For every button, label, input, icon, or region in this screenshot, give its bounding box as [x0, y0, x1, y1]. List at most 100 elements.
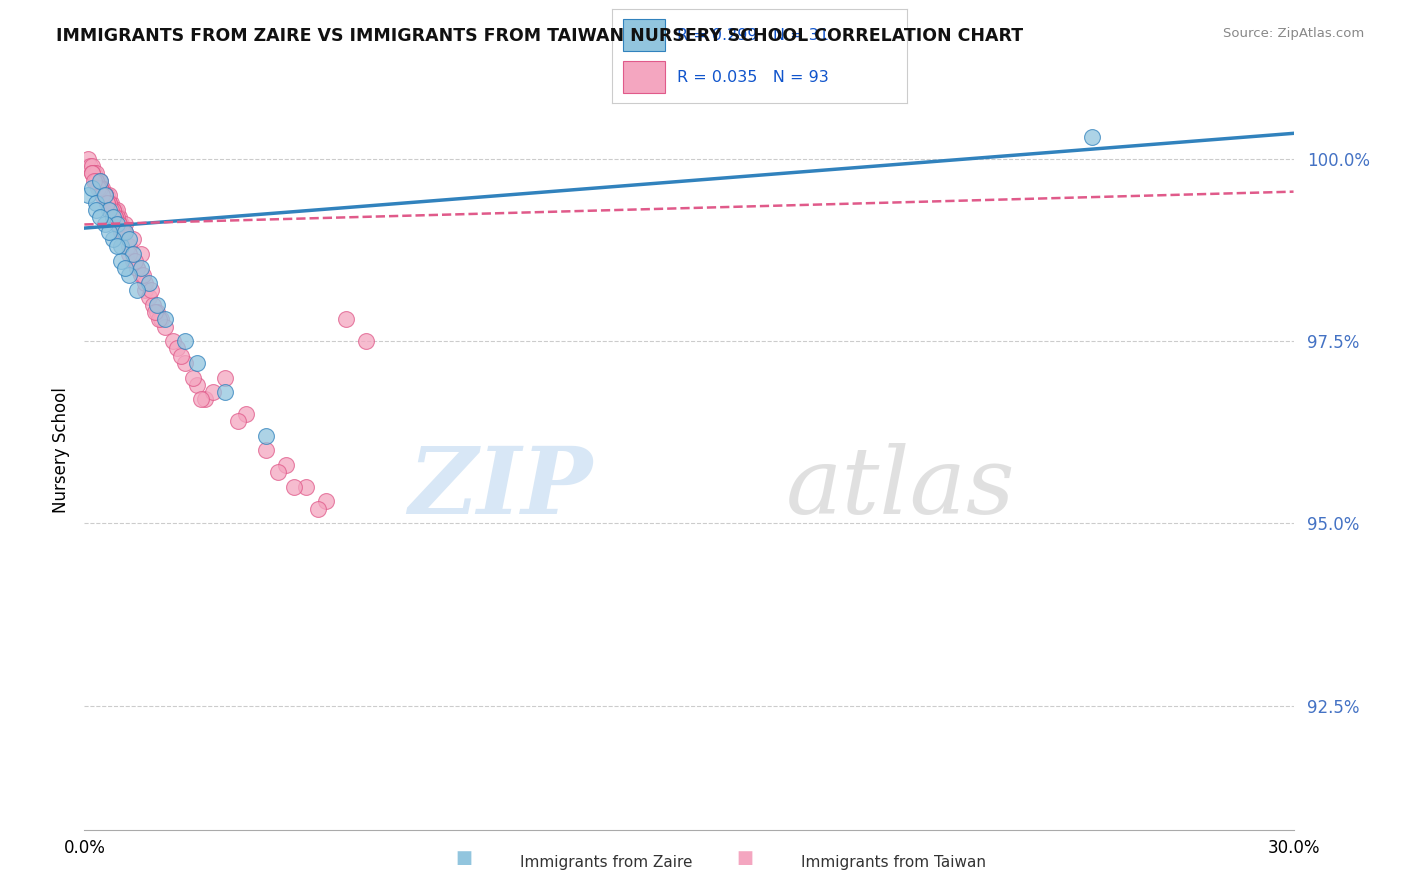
Text: Immigrants from Taiwan: Immigrants from Taiwan — [801, 855, 987, 870]
Point — [101, 210, 124, 224]
Point — [107, 218, 129, 232]
Point — [186, 356, 208, 370]
Point — [194, 392, 217, 407]
Point — [124, 254, 146, 268]
Text: ZIP: ZIP — [408, 443, 592, 533]
Point — [96, 195, 118, 210]
Point — [77, 188, 100, 202]
Point — [101, 202, 124, 217]
Point — [125, 261, 148, 276]
Point — [111, 225, 134, 239]
Point — [121, 232, 143, 246]
Point — [143, 305, 166, 319]
Point — [100, 195, 122, 210]
Point — [235, 407, 257, 421]
Point — [93, 218, 115, 232]
Point — [104, 202, 127, 217]
Point — [118, 232, 141, 246]
Point — [86, 174, 108, 188]
Point — [101, 202, 124, 217]
Point — [100, 202, 122, 217]
Point — [93, 188, 115, 202]
Point — [226, 414, 249, 428]
Point — [89, 181, 111, 195]
Point — [214, 370, 236, 384]
Point — [101, 232, 124, 246]
Point — [111, 225, 134, 239]
Text: atlas: atlas — [786, 443, 1015, 533]
Point — [77, 152, 100, 166]
FancyBboxPatch shape — [623, 62, 665, 94]
Point — [139, 283, 162, 297]
Point — [129, 261, 152, 276]
Point — [166, 342, 188, 356]
Point — [97, 188, 120, 202]
Point — [214, 385, 236, 400]
Text: Source: ZipAtlas.com: Source: ZipAtlas.com — [1223, 27, 1364, 40]
Point — [97, 195, 120, 210]
Point — [138, 276, 160, 290]
Point — [129, 246, 152, 260]
FancyBboxPatch shape — [623, 20, 665, 51]
Y-axis label: Nursery School: Nursery School — [52, 387, 70, 514]
Point — [134, 276, 156, 290]
Point — [97, 195, 120, 210]
Point — [83, 174, 105, 188]
Point — [114, 225, 136, 239]
Point — [110, 239, 132, 253]
Point — [89, 174, 111, 188]
Point — [307, 501, 329, 516]
Point — [89, 181, 111, 195]
Point — [105, 218, 128, 232]
Point — [356, 334, 378, 348]
Point — [79, 159, 101, 173]
Point — [87, 174, 110, 188]
Text: ■: ■ — [456, 849, 472, 867]
Point — [96, 188, 118, 202]
Point — [97, 202, 120, 217]
Point — [121, 254, 143, 268]
Point — [86, 166, 108, 180]
Point — [149, 312, 172, 326]
Point — [110, 225, 132, 239]
Point — [202, 385, 225, 400]
Point — [105, 210, 128, 224]
Text: Immigrants from Zaire: Immigrants from Zaire — [520, 855, 693, 870]
Text: R = 0.035   N = 93: R = 0.035 N = 93 — [676, 70, 828, 85]
Point — [105, 210, 128, 224]
Point — [101, 210, 124, 224]
Point — [174, 334, 197, 348]
Point — [93, 188, 115, 202]
Point — [86, 174, 108, 188]
Point — [335, 312, 357, 326]
Point — [82, 166, 104, 180]
Point — [97, 195, 120, 210]
Point — [186, 377, 208, 392]
Point — [254, 443, 277, 458]
Point — [181, 370, 204, 384]
Point — [153, 312, 176, 326]
Point — [105, 239, 128, 253]
Point — [104, 210, 127, 224]
Point — [91, 188, 114, 202]
Point — [174, 356, 197, 370]
Point — [132, 268, 155, 283]
Text: R = 0.299   N = 31: R = 0.299 N = 31 — [676, 28, 828, 43]
Point — [148, 312, 170, 326]
Point — [93, 188, 115, 202]
Point — [96, 195, 118, 210]
Point — [89, 210, 111, 224]
Point — [87, 181, 110, 195]
Point — [86, 195, 108, 210]
Point — [153, 319, 176, 334]
Point — [146, 305, 169, 319]
Text: ■: ■ — [737, 849, 754, 867]
Point — [82, 159, 104, 173]
Point — [114, 218, 136, 232]
Point — [107, 210, 129, 224]
Point — [125, 261, 148, 276]
Point — [83, 166, 105, 180]
Point — [82, 181, 104, 195]
Point — [190, 392, 212, 407]
Point — [91, 181, 114, 195]
